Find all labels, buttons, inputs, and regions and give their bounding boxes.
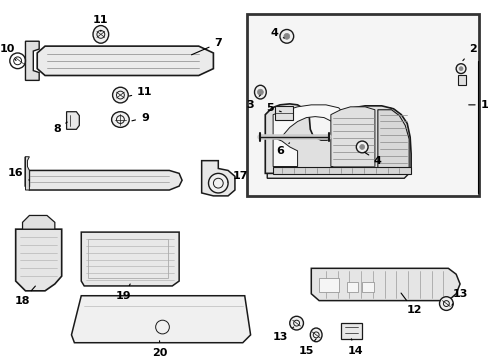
Ellipse shape (257, 89, 263, 95)
Text: 11: 11 (93, 15, 108, 31)
Text: 4: 4 (269, 28, 284, 39)
Ellipse shape (111, 112, 129, 127)
Polygon shape (273, 167, 410, 174)
Ellipse shape (439, 297, 452, 310)
Ellipse shape (458, 67, 462, 71)
Text: 5: 5 (266, 103, 281, 113)
Text: 15: 15 (298, 339, 316, 356)
Text: 3: 3 (246, 95, 260, 110)
Polygon shape (201, 161, 234, 196)
Ellipse shape (280, 30, 293, 43)
Polygon shape (22, 216, 55, 229)
Ellipse shape (93, 26, 108, 43)
Text: 11: 11 (129, 87, 152, 97)
Text: 18: 18 (15, 286, 35, 306)
Text: 13: 13 (272, 327, 293, 342)
Polygon shape (66, 112, 79, 129)
Text: 17: 17 (227, 171, 248, 182)
Polygon shape (25, 41, 39, 80)
Bar (246, 14, 478, 196)
Bar (275, 106, 292, 120)
Text: 7: 7 (191, 38, 222, 55)
Ellipse shape (359, 144, 364, 149)
Ellipse shape (254, 85, 266, 99)
Bar (457, 76, 465, 85)
Bar (319, 278, 338, 292)
Polygon shape (16, 229, 61, 291)
Polygon shape (377, 110, 408, 168)
Text: 1: 1 (468, 100, 488, 110)
Text: 14: 14 (347, 339, 363, 356)
Polygon shape (311, 268, 459, 301)
Bar (346, 282, 358, 292)
Text: 2: 2 (462, 44, 476, 61)
Polygon shape (25, 157, 29, 190)
Polygon shape (267, 108, 408, 178)
Bar (340, 323, 362, 339)
Bar (362, 282, 373, 292)
Text: 16: 16 (8, 168, 29, 180)
Bar (88, 239, 168, 278)
Polygon shape (273, 139, 297, 167)
Ellipse shape (356, 141, 367, 153)
Polygon shape (25, 157, 182, 190)
Ellipse shape (455, 64, 465, 73)
Text: 20: 20 (152, 341, 167, 357)
Text: 4: 4 (364, 152, 381, 166)
Polygon shape (81, 232, 179, 286)
Ellipse shape (208, 174, 227, 193)
Text: 19: 19 (115, 284, 131, 301)
Polygon shape (37, 46, 213, 76)
Text: 13: 13 (451, 289, 467, 305)
Text: 6: 6 (275, 143, 289, 156)
Text: 8: 8 (53, 122, 67, 134)
Text: 9: 9 (132, 113, 148, 123)
Polygon shape (273, 105, 344, 139)
Polygon shape (71, 296, 250, 343)
Text: 12: 12 (400, 293, 421, 315)
Polygon shape (265, 104, 410, 174)
Ellipse shape (310, 328, 322, 342)
Ellipse shape (289, 316, 303, 330)
Text: 10: 10 (0, 44, 16, 60)
Ellipse shape (112, 87, 128, 103)
Polygon shape (330, 107, 374, 167)
Ellipse shape (284, 33, 289, 39)
